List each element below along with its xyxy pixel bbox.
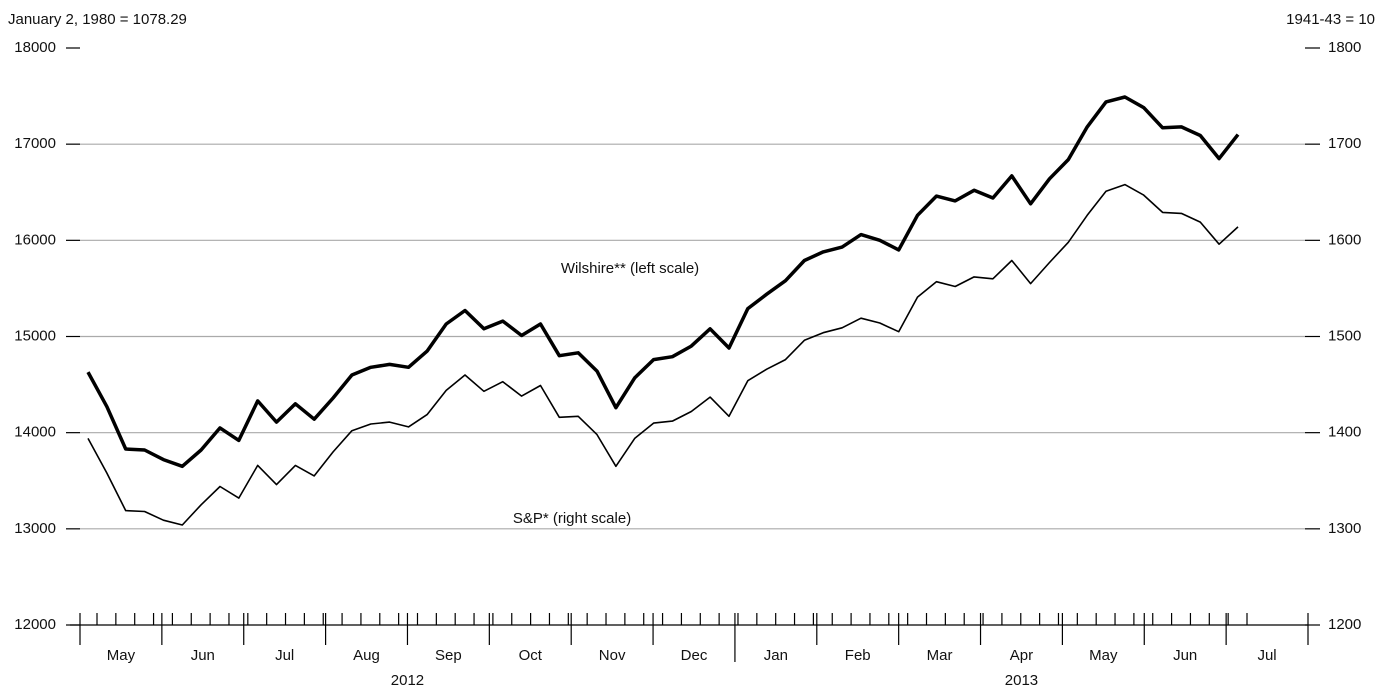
y-tick-label: 13000 bbox=[14, 520, 56, 537]
x-tick-label: Jul bbox=[1257, 647, 1276, 664]
y-tick-label: 12000 bbox=[14, 616, 56, 633]
y2-tick-label: 1400 bbox=[1328, 424, 1361, 441]
series-line bbox=[86, 95, 1240, 469]
series-label: Wilshire** (left scale) bbox=[561, 260, 699, 277]
series-line bbox=[87, 183, 1239, 526]
x-tick-label: Jun bbox=[1173, 647, 1197, 664]
y-tick-label: 18000 bbox=[14, 39, 56, 56]
x-tick-label: May bbox=[1089, 647, 1118, 664]
x-tick-label: Oct bbox=[519, 647, 543, 664]
right-scale-note: 1941-43 = 10 bbox=[1286, 11, 1375, 28]
x-tick-label: Apr bbox=[1010, 647, 1033, 664]
y-tick-label: 14000 bbox=[14, 424, 56, 441]
x-tick-label: Jun bbox=[191, 647, 215, 664]
y-tick-label: 17000 bbox=[14, 135, 56, 152]
y2-tick-label: 1700 bbox=[1328, 135, 1361, 152]
y2-tick-label: 1800 bbox=[1328, 39, 1361, 56]
y2-tick-label: 1500 bbox=[1328, 327, 1361, 344]
y2-tick-label: 1300 bbox=[1328, 520, 1361, 537]
y2-tick-label: 1600 bbox=[1328, 231, 1361, 248]
y2-tick-label: 1200 bbox=[1328, 616, 1361, 633]
x-tick-label: Mar bbox=[927, 647, 953, 664]
x-tick-label: Nov bbox=[599, 647, 626, 664]
x-tick-label: Dec bbox=[681, 647, 708, 664]
x-tick-label: May bbox=[107, 647, 136, 664]
y-tick-label: 16000 bbox=[14, 231, 56, 248]
x-tick-label: Feb bbox=[845, 647, 871, 664]
x-tick-label: Aug bbox=[353, 647, 380, 664]
x-tick-label: Sep bbox=[435, 647, 462, 664]
year-label: 2013 bbox=[1005, 672, 1038, 689]
left-scale-note: January 2, 1980 = 1078.29 bbox=[8, 11, 187, 28]
year-label: 2012 bbox=[391, 672, 424, 689]
series-label: S&P* (right scale) bbox=[513, 510, 631, 527]
x-tick-label: Jul bbox=[275, 647, 294, 664]
x-tick-label: Jan bbox=[764, 647, 788, 664]
y-tick-label: 15000 bbox=[14, 327, 56, 344]
